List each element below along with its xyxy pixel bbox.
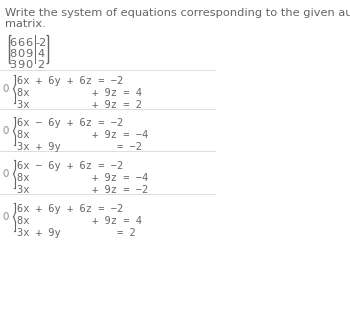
Text: 3x          + 9z = 2: 3x + 9z = 2	[17, 100, 142, 110]
Text: 8x          + 9z = 4: 8x + 9z = 4	[17, 216, 142, 226]
Text: 3x + 9y         = −2: 3x + 9y = −2	[17, 142, 142, 152]
Text: 3: 3	[9, 60, 16, 70]
Text: 0: 0	[18, 49, 24, 59]
Text: matrix.: matrix.	[5, 19, 46, 29]
Text: 3x + 9y         = 2: 3x + 9y = 2	[17, 228, 136, 238]
Text: 6x − 6y + 6z = −2: 6x − 6y + 6z = −2	[17, 161, 124, 171]
Text: 8x          + 9z = −4: 8x + 9z = −4	[17, 173, 148, 183]
Text: 6: 6	[9, 38, 16, 48]
Text: 4: 4	[37, 49, 44, 59]
Text: 8x          + 9z = 4: 8x + 9z = 4	[17, 88, 142, 98]
Text: 6x + 6y + 6z = −2: 6x + 6y + 6z = −2	[17, 76, 124, 86]
Text: 8: 8	[9, 49, 16, 59]
Text: 2: 2	[37, 60, 44, 70]
Text: 6: 6	[26, 38, 33, 48]
Text: 6x + 6y + 6z = −2: 6x + 6y + 6z = −2	[17, 204, 124, 214]
Text: Write the system of equations corresponding to the given augmented: Write the system of equations correspond…	[5, 8, 350, 18]
Text: 6x − 6y + 6z = −2: 6x − 6y + 6z = −2	[17, 118, 124, 128]
Text: 9: 9	[26, 49, 33, 59]
Text: 6: 6	[18, 38, 24, 48]
Text: -2: -2	[35, 38, 47, 48]
Text: 3x          + 9z = −2: 3x + 9z = −2	[17, 185, 148, 195]
Text: 8x          + 9z = −4: 8x + 9z = −4	[17, 130, 148, 140]
Text: 0: 0	[26, 60, 33, 70]
Text: 9: 9	[18, 60, 24, 70]
